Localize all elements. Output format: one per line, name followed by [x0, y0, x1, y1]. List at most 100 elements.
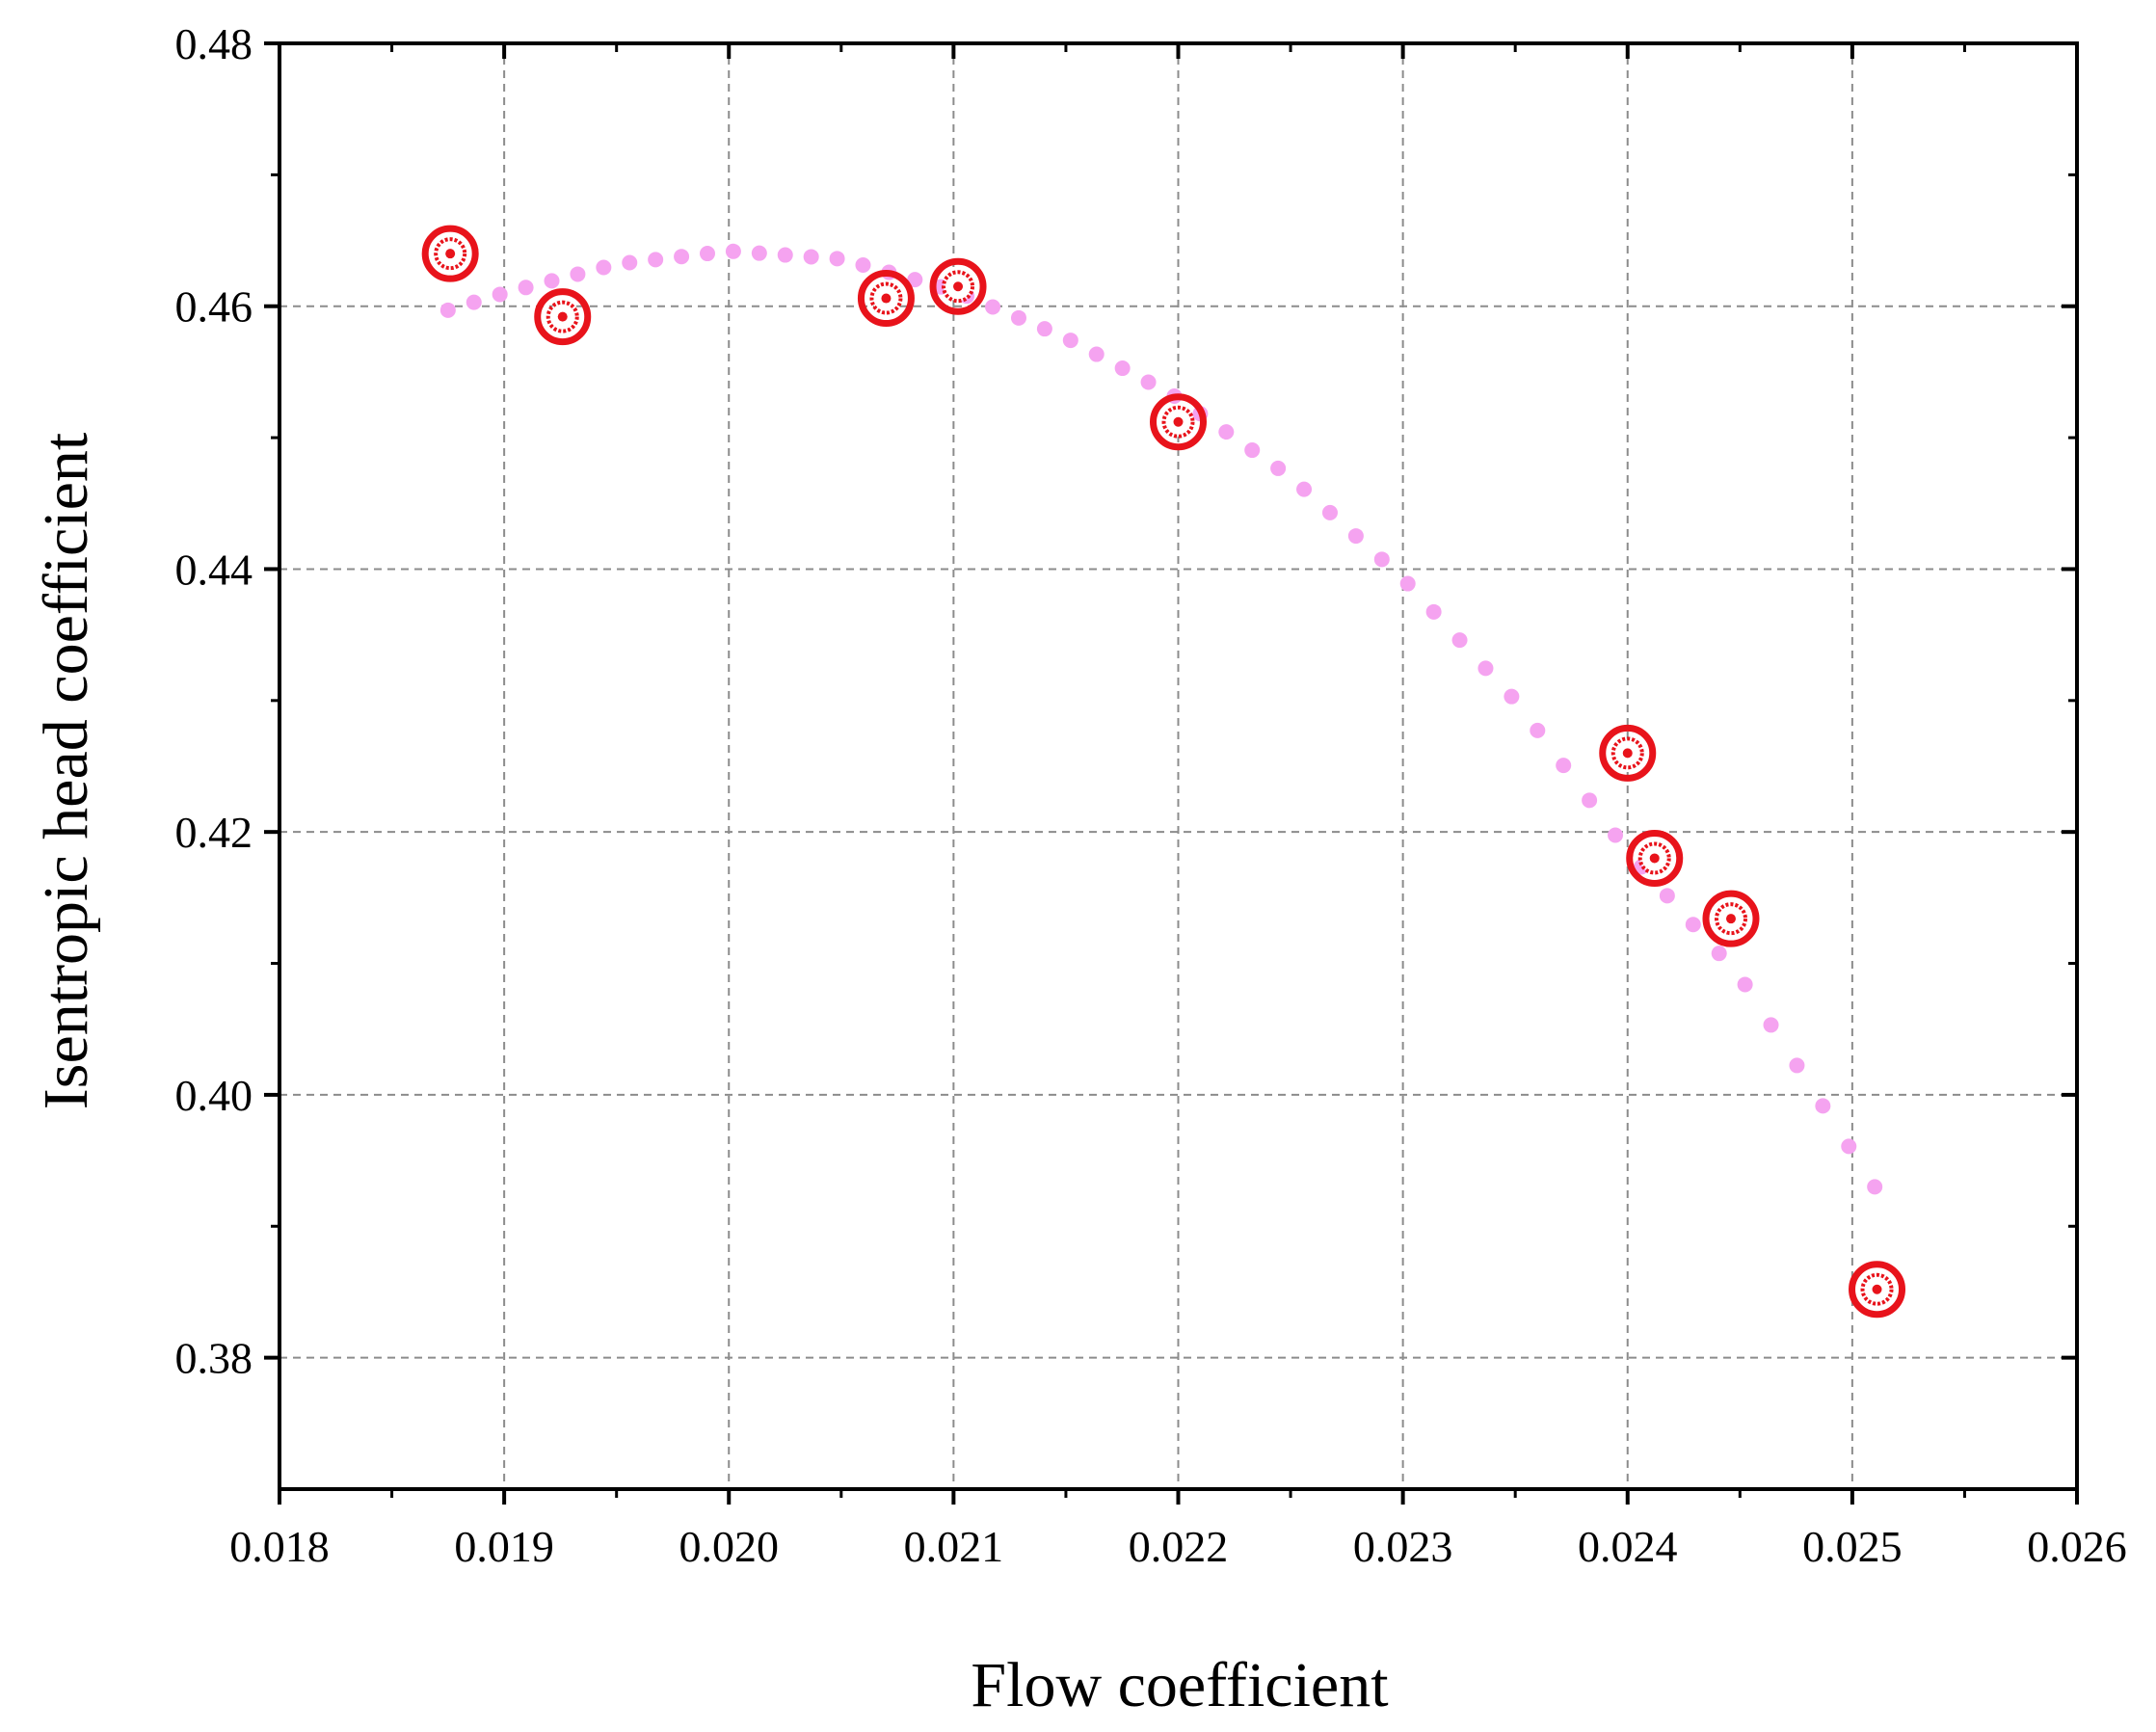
fit-curve-dot: [1399, 575, 1416, 592]
fit-curve-dot: [1477, 660, 1494, 677]
fit-curve-dot: [1010, 309, 1026, 326]
data-point-outer-ring: [421, 225, 479, 282]
data-point-center: [1872, 1284, 1882, 1294]
data-point: [534, 288, 592, 346]
x-tick-labels: 0.018 0.019 0.020 0.021 0.022 0.023 0.024 0.025…: [229, 1522, 2127, 1571]
fit-curve-dot: [1608, 827, 1624, 843]
fit-curve-dot: [1737, 976, 1753, 993]
data-point-outer-ring: [1849, 1261, 1906, 1319]
fit-curve-dot: [596, 259, 612, 276]
data-point-outer-ring: [929, 257, 987, 315]
data-point: [1702, 890, 1760, 947]
fit-curve-dot: [985, 299, 1001, 315]
data-point: [929, 257, 987, 315]
fit-curve-dot: [1036, 321, 1052, 337]
data-point-center: [1173, 416, 1184, 427]
fit-curve-dot: [1373, 551, 1390, 568]
y-tick-label: 0.44: [175, 545, 253, 594]
fit-curve-dot: [1062, 333, 1078, 349]
data-point-outer-ring: [1599, 724, 1657, 782]
data-point-center: [557, 311, 568, 322]
data-point-center: [953, 281, 964, 292]
x-tick-label: 0.021: [904, 1522, 1004, 1571]
fit-curve-dot: [725, 243, 741, 259]
fit-curve-dot: [1659, 888, 1675, 904]
x-tick-label: 0.022: [1129, 1522, 1229, 1571]
fit-curve-dot: [907, 272, 923, 288]
data-point-outer-ring: [857, 270, 915, 328]
fit-curve-dot: [1296, 481, 1313, 497]
data-point-center: [1725, 914, 1736, 924]
fit-curve-dot: [751, 245, 767, 261]
fit-curve-dot: [1321, 504, 1338, 520]
plot-frame: [278, 41, 2079, 1491]
x-tick-label: 0.024: [1578, 1522, 1678, 1571]
data-point: [857, 270, 915, 328]
fit-curve-dot: [1789, 1057, 1805, 1074]
data-point-outer-ring: [534, 288, 592, 346]
fit-curve: [439, 243, 1883, 1195]
fit-curve-dot: [544, 273, 560, 289]
fit-curve-dot: [1425, 603, 1442, 620]
fit-curve-dot: [622, 254, 638, 271]
x-axis-title: Flow coefficient: [971, 1650, 1388, 1720]
fit-curve-dot: [648, 252, 664, 268]
data-point-center: [1649, 853, 1660, 864]
data-point: [1849, 1261, 1906, 1319]
y-tick-label: 0.48: [175, 19, 253, 68]
x-tick-label: 0.023: [1353, 1522, 1453, 1571]
fit-curve-dot: [855, 257, 871, 274]
fit-curve-dot: [439, 302, 456, 318]
data-point: [1150, 393, 1207, 451]
fit-curve-dot: [1218, 424, 1235, 440]
fit-curve-dot: [1841, 1138, 1857, 1155]
y-tick-label: 0.46: [175, 282, 253, 332]
x-tick-label: 0.019: [454, 1522, 554, 1571]
fit-curve-dot: [777, 247, 793, 263]
data-point-center: [881, 293, 892, 304]
x-tick-label: 0.026: [2027, 1522, 2127, 1571]
grid-lines: [279, 43, 2077, 1489]
x-tick-label: 0.020: [679, 1522, 780, 1571]
data-point-outer-ring: [1626, 829, 1684, 887]
y-tick-labels: 0.38 0.40 0.42 0.44 0.46 0.48: [175, 19, 253, 1383]
fit-curve-dot: [492, 286, 508, 303]
fit-curve-dot: [1347, 528, 1364, 545]
data-markers: [421, 225, 1906, 1319]
data-point: [1599, 724, 1657, 782]
fit-curve-dot: [1530, 722, 1546, 738]
y-tick-label: 0.40: [175, 1071, 253, 1120]
fit-curve-dot: [1867, 1179, 1883, 1195]
data-point-center: [445, 249, 456, 259]
fit-curve-dot: [674, 249, 690, 265]
fit-curve-dot: [570, 266, 586, 282]
x-tick-label: 0.018: [229, 1522, 330, 1571]
data-point: [1626, 829, 1684, 887]
axis-ticks: [264, 41, 2079, 1505]
fit-curve-dot: [699, 246, 715, 262]
fit-curve-dot: [1244, 442, 1261, 459]
y-axis-title: Isentropic head coefficient: [31, 433, 101, 1109]
data-point: [421, 225, 479, 282]
fit-curve-dot: [1763, 1017, 1779, 1033]
fit-curve-dot: [1504, 688, 1520, 705]
y-tick-label: 0.42: [175, 808, 253, 857]
fit-curve-dot: [1270, 460, 1287, 476]
fit-curve-dot: [1556, 758, 1572, 774]
y-tick-label: 0.38: [175, 1334, 253, 1383]
fit-curve-dot: [1088, 346, 1105, 362]
fit-curve-dot: [466, 294, 482, 310]
x-tick-label: 0.025: [1802, 1522, 1903, 1571]
data-point-outer-ring: [1702, 890, 1760, 947]
data-point-outer-ring: [1150, 393, 1207, 451]
data-point-center: [1622, 748, 1633, 759]
fit-curve-dot: [803, 249, 819, 265]
fit-curve-dot: [1711, 946, 1727, 962]
fit-curve-dot: [1114, 360, 1131, 377]
fit-curve-dot: [518, 280, 534, 296]
fit-curve-dot: [1140, 374, 1157, 390]
fit-curve-dot: [829, 251, 845, 267]
fit-curve-dot: [1815, 1098, 1831, 1114]
fit-curve-dot: [1582, 792, 1598, 809]
